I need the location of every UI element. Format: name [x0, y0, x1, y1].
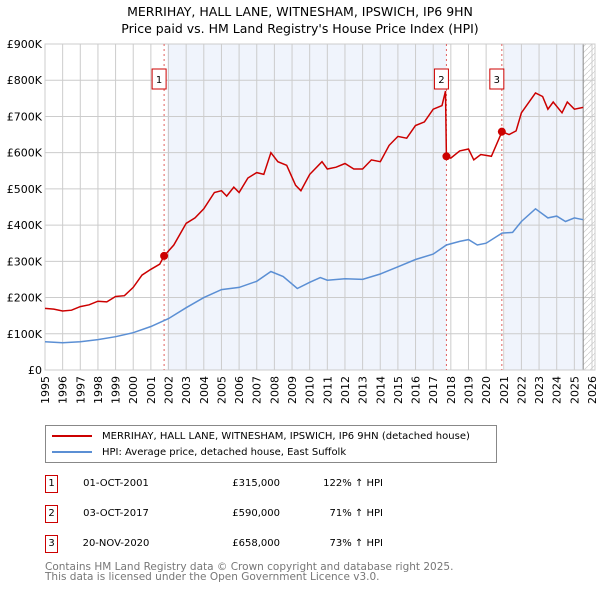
- x-tick-label: 2023: [533, 376, 546, 404]
- x-tick-label: 1999: [110, 376, 123, 404]
- sale-point: [497, 127, 506, 136]
- plot-frame: [44, 43, 596, 371]
- sale-label: 2: [438, 75, 444, 86]
- chart-title-address: MERRIHAY, HALL LANE, WITNESHAM, IPSWICH,…: [127, 4, 473, 19]
- x-tick-label: 2017: [427, 376, 440, 404]
- x-tick-label: 2012: [339, 376, 352, 404]
- x-tick-label: 2007: [251, 376, 264, 404]
- legend-red-line: [52, 435, 92, 437]
- legend-hpi-label: HPI: Average price, detached house, East…: [102, 446, 347, 458]
- y-tick-label: £800K: [7, 74, 43, 87]
- legend-property-label: MERRIHAY, HALL LANE, WITNESHAM, IPSWICH,…: [102, 430, 470, 442]
- x-tick-label: 2026: [586, 376, 599, 404]
- sale-row: 1 01-OCT-2001 £315,000 122% ↑ HPI: [45, 475, 445, 493]
- y-tick-label: £100K: [7, 328, 43, 341]
- legend-blue-line: [52, 451, 92, 453]
- sale-label-box: [489, 68, 505, 90]
- sale-price: £590,000: [232, 508, 280, 519]
- sale-hpi: 73% ↑ HPI: [329, 538, 383, 549]
- y-tick-label: £0: [28, 364, 42, 377]
- x-tick-label: 2019: [462, 376, 475, 404]
- x-tick-label: 1998: [92, 376, 105, 404]
- sale-label-box: [151, 68, 167, 90]
- x-tick-label: 2013: [357, 376, 370, 404]
- x-tick-label: 2011: [321, 376, 334, 404]
- y-tick-label: £600K: [7, 147, 43, 160]
- legend: MERRIHAY, HALL LANE, WITNESHAM, IPSWICH,…: [45, 425, 497, 463]
- ownership-shade: [504, 44, 584, 370]
- x-tick-label: 2021: [498, 376, 511, 404]
- sale-hpi: 71% ↑ HPI: [329, 508, 383, 519]
- y-tick-label: £300K: [7, 255, 43, 268]
- ownership-shade: [167, 44, 447, 370]
- chart-subtitle: Price paid vs. HM Land Registry's House …: [121, 21, 479, 36]
- series-line-property: [44, 90, 584, 312]
- y-tick-label: £200K: [7, 292, 43, 305]
- x-tick-label: 2025: [568, 376, 581, 404]
- x-tick-label: 2010: [304, 376, 317, 404]
- x-tick-label: 1995: [39, 376, 52, 404]
- x-tick-label: 2024: [551, 376, 564, 404]
- x-tick-label: 2000: [127, 376, 140, 404]
- price-chart: £0 £100K £200K £300K £400K £500K £600K £700K £80…: [7, 38, 599, 404]
- x-tick-label: 1996: [57, 376, 70, 404]
- x-tick-label: 2008: [268, 376, 281, 404]
- x-tick-label: 2001: [145, 376, 158, 404]
- forecast-hatch: [583, 44, 595, 370]
- sale-label-box: [433, 68, 449, 90]
- y-tick-label: £900K: [7, 38, 43, 51]
- x-tick-label: 2015: [392, 376, 405, 404]
- x-tick-label: 2018: [445, 376, 458, 404]
- sale-point: [442, 152, 451, 161]
- footer-licence: This data is licensed under the Open Gov…: [45, 571, 380, 583]
- sale-hpi: 122% ↑ HPI: [323, 478, 383, 489]
- sale-point: [160, 251, 169, 260]
- x-tick-label: 2002: [163, 376, 176, 404]
- x-tick-label: 2003: [180, 376, 193, 404]
- sale-price: £315,000: [232, 478, 280, 489]
- x-tick-label: 2005: [215, 376, 228, 404]
- y-tick-label: £400K: [7, 219, 43, 232]
- sale-marker-badge: 1: [45, 475, 58, 493]
- footer-copyright: Contains HM Land Registry data © Crown c…: [45, 561, 454, 573]
- sale-marker-badge: 2: [45, 505, 58, 523]
- x-tick-label: 2009: [286, 376, 299, 404]
- sale-date: 01-OCT-2001: [83, 478, 149, 489]
- x-tick-label: 2022: [515, 376, 528, 404]
- sale-label: 1: [156, 75, 162, 86]
- sale-date: 03-OCT-2017: [83, 508, 149, 519]
- y-tick-label: £700K: [7, 110, 43, 123]
- x-tick-label: 2020: [480, 376, 493, 404]
- sale-date: 20-NOV-2020: [82, 538, 150, 549]
- sale-row: 3 20-NOV-2020 £658,000 73% ↑ HPI: [45, 535, 445, 553]
- sale-row: 2 03-OCT-2017 £590,000 71% ↑ HPI: [45, 505, 445, 523]
- sale-label: 3: [494, 75, 500, 86]
- x-tick-label: 2004: [198, 376, 211, 404]
- sale-marker-badge: 3: [45, 535, 58, 553]
- sale-price: £658,000: [232, 538, 280, 549]
- x-tick-label: 2006: [233, 376, 246, 404]
- footer: Contains HM Land Registry data © Crown c…: [45, 561, 454, 583]
- series-line-hpi: [44, 207, 584, 344]
- x-tick-label: 1997: [74, 376, 87, 404]
- y-tick-label: £500K: [7, 183, 43, 196]
- x-tick-label: 2016: [410, 376, 423, 404]
- x-tick-label: 2014: [374, 376, 387, 404]
